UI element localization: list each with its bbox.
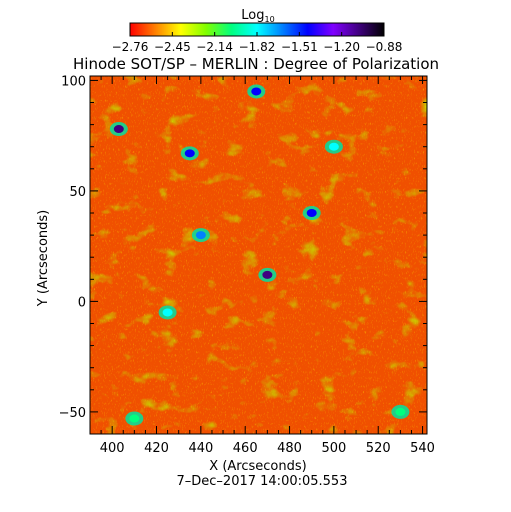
- feature-patch: [184, 149, 195, 158]
- x-tick-label: 420: [144, 441, 169, 456]
- y-axis-label: Y (Arcseconds): [36, 210, 51, 307]
- y-axis: −50 0 50 100: [59, 74, 427, 435]
- feature-patch: [113, 125, 124, 134]
- chart-title: Hinode SOT/SP – MERLIN : Degree of Polar…: [73, 55, 439, 73]
- colorbar-tick-label: −1.82: [239, 40, 276, 54]
- feature-patch: [306, 209, 317, 218]
- colorbar-tick-label: −0.88: [366, 40, 403, 54]
- y-tick-label: 0: [78, 295, 86, 310]
- colorbar: Log10 −2.76 −2.45 −2.14 −1.82 −1.51 −1.20 −0.8…: [112, 8, 403, 54]
- x-tick-label: 460: [233, 441, 258, 456]
- colorbar-label: Log10: [241, 8, 274, 24]
- y-tick-label: 100: [61, 74, 86, 89]
- x-tick-label: 480: [277, 441, 302, 456]
- x-tick-label: 500: [321, 441, 346, 456]
- chart-subtitle: 7–Dec–2017 14:00:05.553: [177, 474, 348, 489]
- plot-area: [90, 76, 427, 434]
- x-axis-label: X (Arcseconds): [209, 459, 306, 474]
- feature-patch: [328, 142, 339, 151]
- feature-patch: [262, 270, 273, 279]
- feature-patch: [129, 414, 140, 423]
- x-tick-label: 520: [366, 441, 391, 456]
- colorbar-tick-label: −1.20: [323, 40, 360, 54]
- x-axis: 400 420 440 460 480 500 520 540: [100, 76, 435, 456]
- colorbar-tick-label: −2.14: [196, 40, 233, 54]
- feature-patch: [162, 308, 173, 317]
- heatmap-network: [90, 76, 427, 434]
- x-tick-label: 440: [188, 441, 213, 456]
- y-tick-label: 50: [69, 185, 86, 200]
- y-tick-label: −50: [59, 406, 86, 421]
- feature-patch: [195, 231, 206, 240]
- colorbar-tick-label: −2.76: [112, 40, 149, 54]
- plot-frame: [89, 75, 428, 435]
- colorbar-tick-label: −2.45: [154, 40, 191, 54]
- colorbar-tick-label: −1.51: [281, 40, 318, 54]
- feature-patch: [251, 87, 262, 96]
- colorbar-ticks: −2.76 −2.45 −2.14 −1.82 −1.51 −1.20 −0.88: [112, 32, 403, 54]
- feature-patch: [395, 407, 406, 416]
- heatmap-features: [109, 84, 410, 426]
- x-tick-label: 400: [100, 441, 125, 456]
- x-tick-label: 540: [410, 441, 435, 456]
